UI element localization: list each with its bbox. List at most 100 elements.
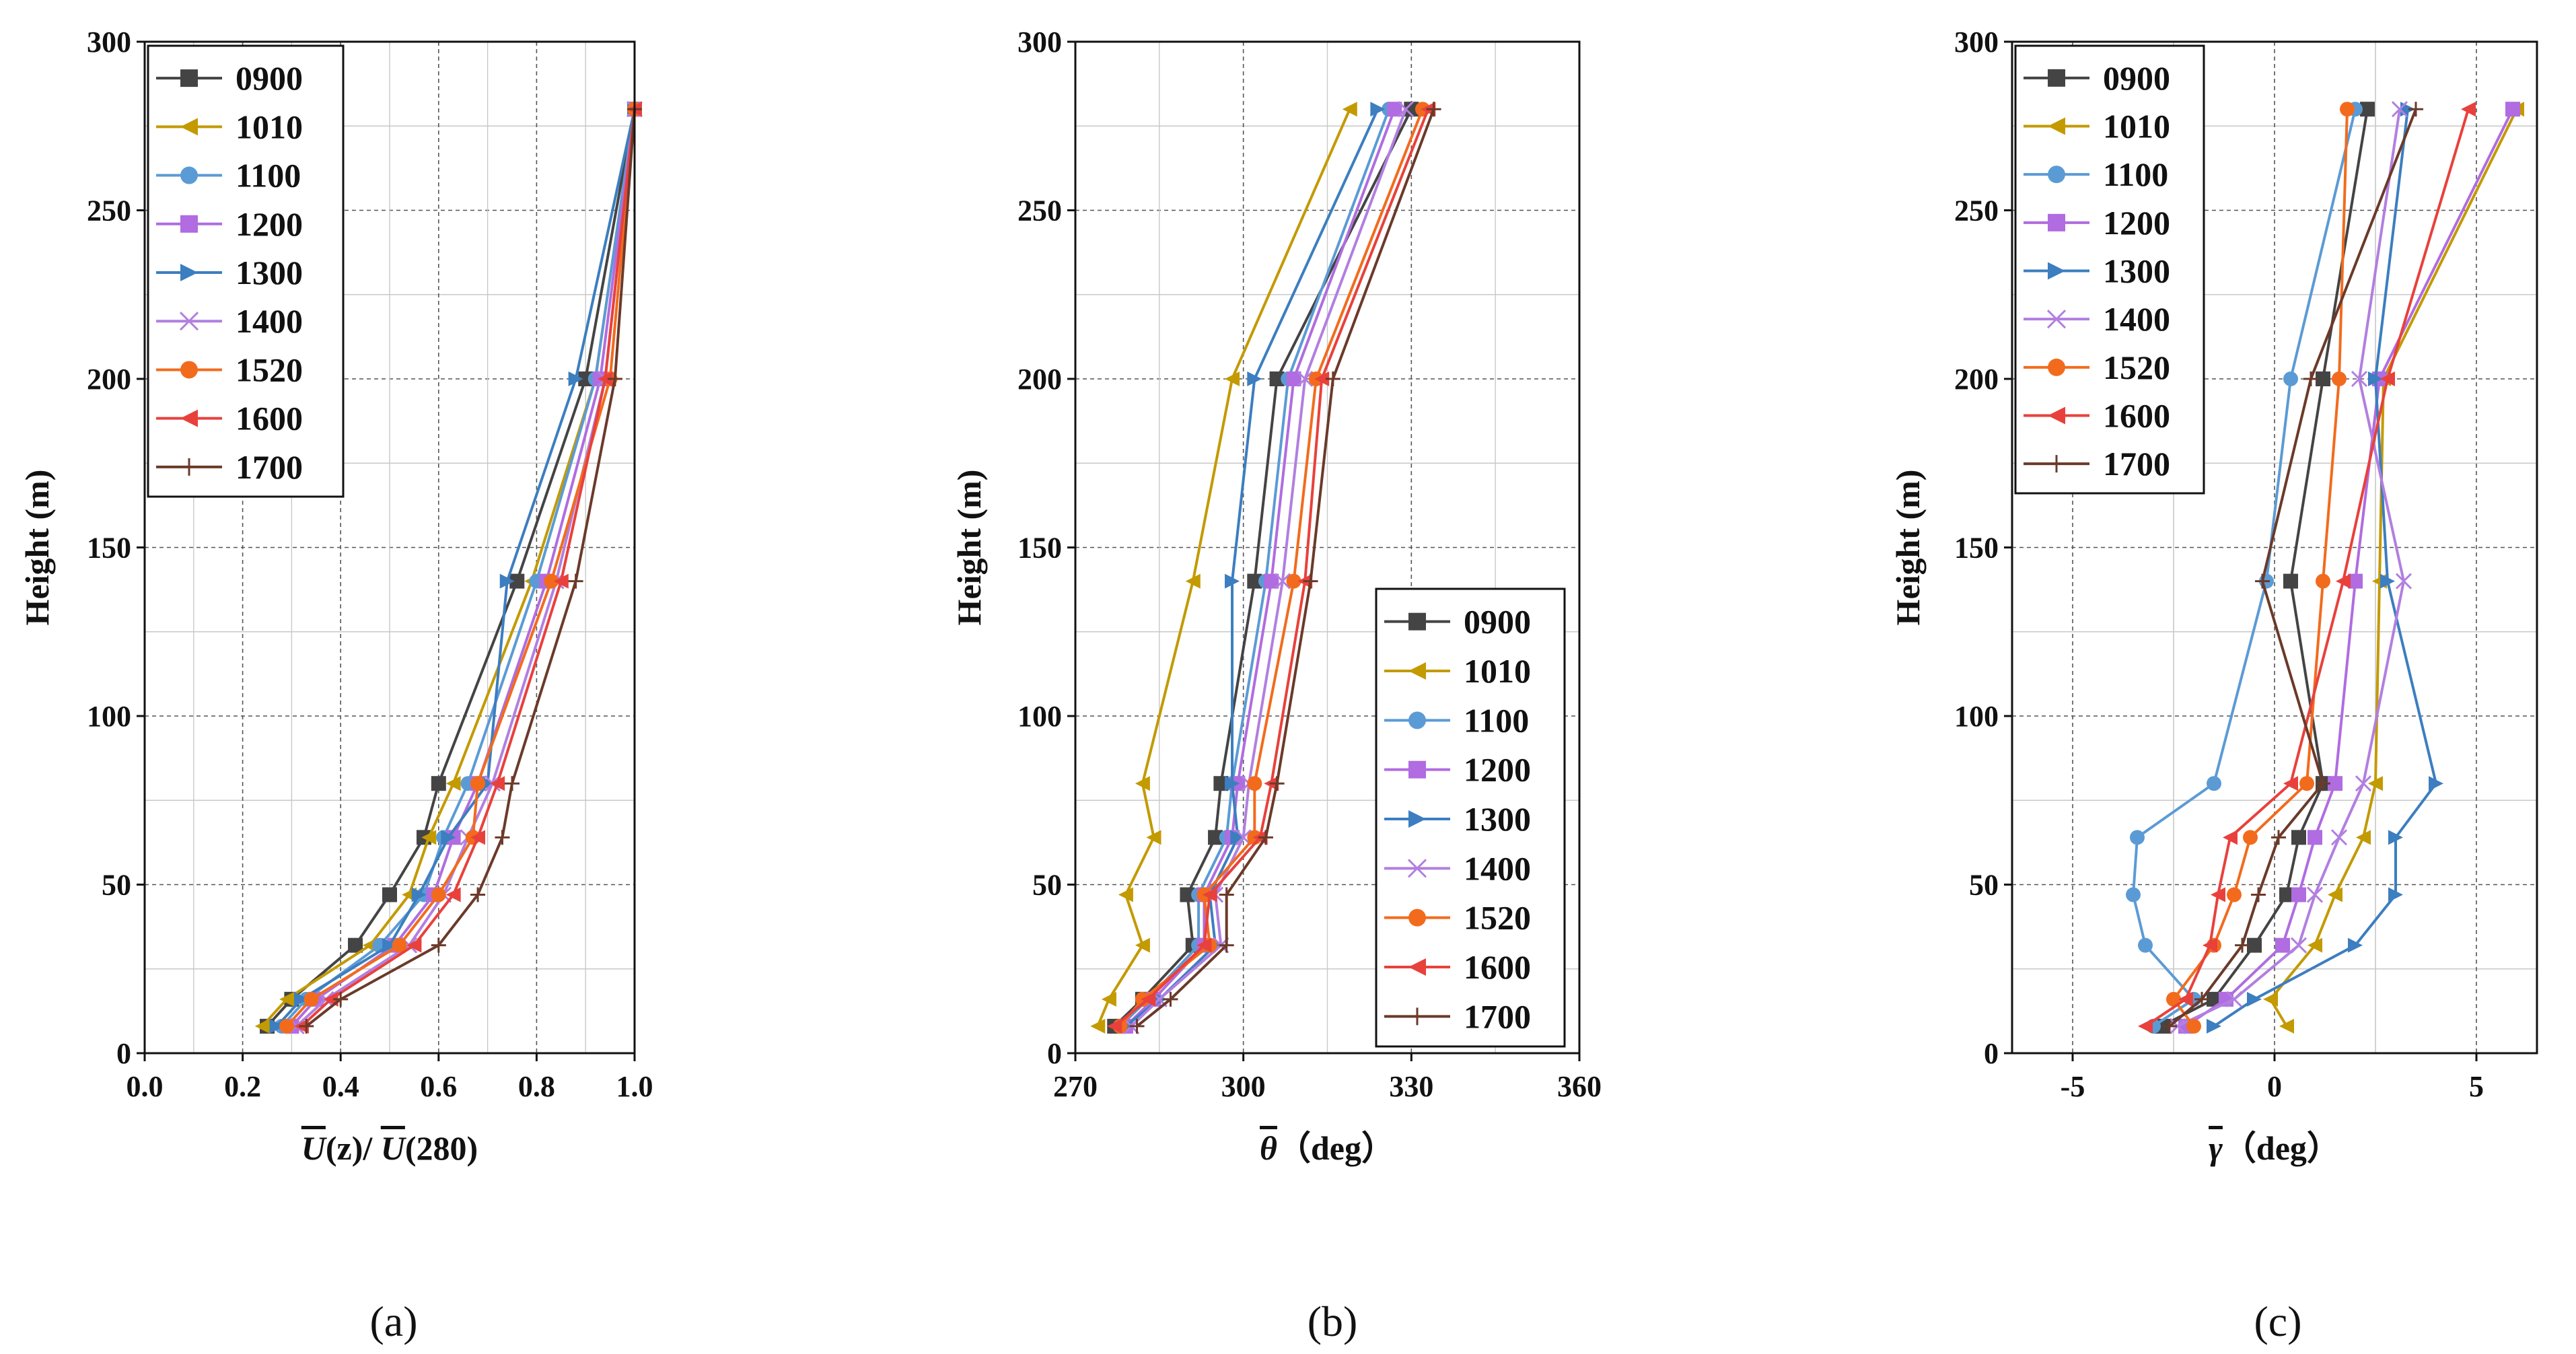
data-point bbox=[2299, 776, 2314, 791]
chart-panel-a: 0 50 100 150 200 250 300 0.0 0.2 0.4 0.6 0.8 1.0 Heig… bbox=[18, 26, 653, 1345]
data-point bbox=[495, 830, 510, 845]
legend-marker-1600 bbox=[1408, 958, 1426, 976]
x-tick-label: 0.2 bbox=[224, 1070, 261, 1103]
legend-label-1200: 1200 bbox=[236, 205, 303, 243]
data-point bbox=[2169, 1018, 2186, 1034]
panel-label: (c) bbox=[2254, 1297, 2301, 1345]
data-point bbox=[1225, 573, 1240, 589]
x-tick-label: 0 bbox=[2267, 1070, 2282, 1103]
data-point bbox=[1297, 370, 1314, 388]
data-point bbox=[333, 991, 349, 1007]
data-point bbox=[2255, 573, 2270, 589]
legend-label-1100: 1100 bbox=[236, 157, 301, 194]
data-point bbox=[382, 937, 397, 953]
x-axis-label: θ（deg） bbox=[1260, 1129, 1395, 1167]
data-point bbox=[2251, 887, 2266, 902]
series-1700 bbox=[1129, 102, 1441, 1034]
y-tick-label: 50 bbox=[102, 869, 131, 902]
data-point bbox=[2291, 887, 2306, 902]
legend-label-1010: 1010 bbox=[1464, 652, 1531, 690]
data-point bbox=[2263, 991, 2278, 1007]
data-point bbox=[607, 371, 622, 386]
data-point bbox=[2194, 991, 2209, 1007]
data-point bbox=[2391, 101, 2408, 118]
data-point bbox=[2138, 937, 2153, 953]
y-axis-label: Height (m) bbox=[950, 470, 988, 626]
series-line-1400 bbox=[295, 108, 636, 1028]
legend-label-1700: 1700 bbox=[236, 448, 303, 486]
data-point bbox=[2235, 937, 2250, 953]
data-point bbox=[544, 573, 559, 589]
data-point bbox=[293, 991, 309, 1007]
legend-marker-1100 bbox=[180, 166, 198, 184]
legend: 0900 1010 1100 1200 1300 1400 1520 1600 1700 bbox=[1375, 587, 1566, 1048]
data-point bbox=[2340, 102, 2355, 117]
data-point bbox=[598, 371, 613, 386]
data-point bbox=[1208, 830, 1223, 845]
panel-label: (b) bbox=[1308, 1297, 1358, 1345]
y-tick-label: 0 bbox=[116, 1037, 131, 1070]
legend-label-0900: 0900 bbox=[236, 59, 303, 97]
data-point bbox=[1219, 937, 1234, 953]
data-point bbox=[2207, 776, 2221, 791]
y-tick-label: 250 bbox=[87, 194, 131, 227]
legend-label-1400: 1400 bbox=[1464, 849, 1531, 887]
y-tick-label: 100 bbox=[87, 700, 131, 733]
data-point bbox=[2307, 830, 2322, 845]
data-point bbox=[1314, 371, 1330, 386]
legend-label-1700: 1700 bbox=[1464, 997, 1531, 1035]
series-1010 bbox=[1090, 102, 1357, 1034]
data-point bbox=[406, 937, 422, 953]
data-point bbox=[1247, 371, 1262, 386]
legend-label-1200: 1200 bbox=[2103, 204, 2170, 242]
data-point bbox=[2223, 830, 2238, 845]
data-point bbox=[1303, 573, 1318, 589]
data-point bbox=[2355, 775, 2372, 792]
series-1600 bbox=[293, 102, 642, 1034]
x-tick-label: 330 bbox=[1389, 1070, 1433, 1103]
data-point bbox=[2303, 371, 2318, 386]
data-point bbox=[509, 573, 525, 589]
data-point bbox=[2283, 776, 2298, 791]
legend-marker-1300 bbox=[2048, 262, 2065, 280]
legend-marker-1010 bbox=[2048, 117, 2065, 135]
data-point bbox=[1213, 776, 1229, 791]
data-point bbox=[2330, 829, 2348, 846]
data-point bbox=[1258, 830, 1273, 845]
data-point bbox=[2186, 1018, 2201, 1034]
data-point bbox=[1180, 887, 1195, 902]
y-tick-label: 250 bbox=[1954, 194, 1999, 227]
data-point bbox=[2275, 937, 2290, 953]
legend-label-1520: 1520 bbox=[236, 351, 303, 388]
legend-label-1100: 1100 bbox=[1464, 701, 1529, 739]
legend-label-1600: 1600 bbox=[236, 400, 303, 437]
data-point bbox=[1090, 1018, 1106, 1034]
data-point bbox=[1146, 830, 1161, 845]
data-point bbox=[2316, 371, 2330, 386]
data-point bbox=[2380, 573, 2395, 589]
legend-label-1300: 1300 bbox=[236, 254, 303, 291]
legend-label-1400: 1400 bbox=[2103, 300, 2170, 338]
data-point bbox=[2328, 887, 2342, 902]
series-1600 bbox=[2138, 102, 2476, 1034]
y-tick-label: 150 bbox=[1017, 532, 1062, 565]
y-tick-label: 50 bbox=[1969, 869, 1999, 902]
chart-panel-b: 0 50 100 150 200 250 300 270 300 330 360 Height (m)… bbox=[950, 26, 1602, 1345]
data-point bbox=[303, 991, 319, 1007]
legend-marker-1200 bbox=[2048, 213, 2065, 231]
series-1700 bbox=[299, 102, 642, 1034]
data-point bbox=[1225, 371, 1240, 386]
series-0900 bbox=[1107, 102, 1419, 1034]
data-point bbox=[2348, 573, 2363, 589]
data-point bbox=[392, 937, 407, 953]
series-1300 bbox=[2207, 102, 2443, 1034]
legend-marker-1010 bbox=[1408, 662, 1426, 680]
data-point bbox=[2360, 102, 2375, 117]
legend-label-0900: 0900 bbox=[1464, 603, 1531, 641]
legend-marker-1400 bbox=[179, 312, 199, 331]
legend-label-1600: 1600 bbox=[1464, 948, 1531, 986]
legend-marker-1400 bbox=[2046, 310, 2067, 329]
data-point bbox=[505, 776, 520, 791]
data-point bbox=[2461, 102, 2476, 117]
data-point bbox=[431, 937, 446, 953]
